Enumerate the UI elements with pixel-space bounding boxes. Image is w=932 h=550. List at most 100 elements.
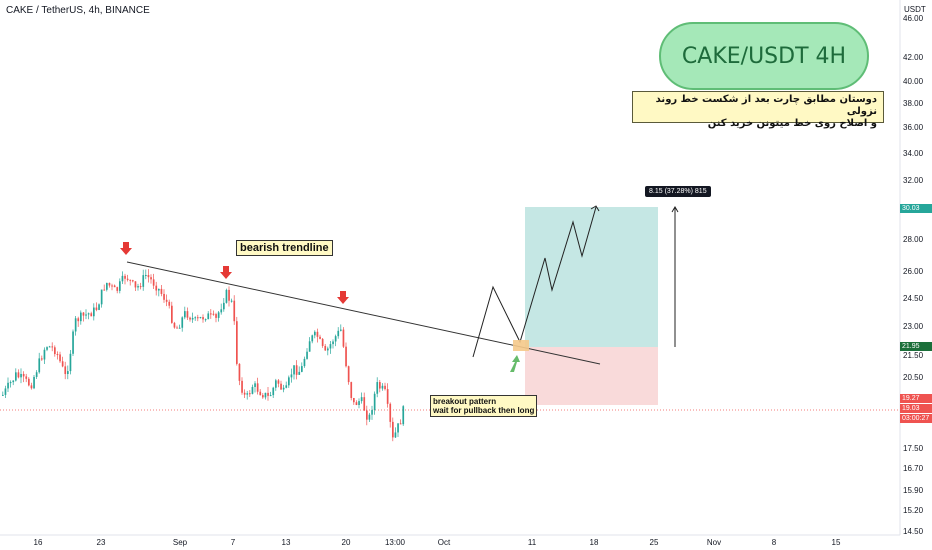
candle-body bbox=[342, 329, 345, 347]
candle-body bbox=[171, 305, 173, 323]
x-tick-label: 11 bbox=[528, 538, 537, 547]
candle-body bbox=[334, 336, 337, 342]
y-tick-label: 20.50 bbox=[903, 373, 924, 382]
red-down-arrow-icon bbox=[337, 291, 349, 304]
entry-box bbox=[513, 340, 529, 351]
candle-body bbox=[93, 307, 95, 317]
position-label: 8.15 (37.28%) 815 bbox=[645, 186, 711, 197]
candle-body bbox=[98, 304, 100, 310]
y-tick-label: 14.50 bbox=[903, 527, 924, 536]
y-tick-label: 38.00 bbox=[903, 99, 924, 108]
currency-label: USDT bbox=[904, 5, 926, 14]
candle-body bbox=[176, 327, 178, 329]
candle-body bbox=[163, 293, 165, 300]
candle-body bbox=[293, 365, 295, 375]
chart-title-bubble: CAKE/USDT 4H bbox=[659, 22, 869, 90]
candle-body bbox=[145, 274, 147, 276]
candle-body bbox=[212, 313, 215, 315]
x-tick-label: 25 bbox=[650, 538, 659, 547]
candle-body bbox=[272, 387, 275, 396]
price-label: 19.03 bbox=[900, 404, 932, 413]
candle-body bbox=[306, 351, 308, 359]
candle-body bbox=[152, 279, 155, 286]
candle-body bbox=[2, 394, 4, 396]
candle-body bbox=[384, 385, 386, 390]
candle-body bbox=[394, 432, 397, 438]
candle-body bbox=[142, 275, 145, 287]
candle-body bbox=[254, 383, 256, 387]
candle-body bbox=[20, 373, 22, 378]
candle-body bbox=[7, 382, 9, 389]
candle-body bbox=[15, 372, 17, 381]
candle-body bbox=[220, 309, 223, 313]
projection-arrowhead bbox=[590, 205, 600, 212]
x-tick-label: 7 bbox=[231, 538, 236, 547]
candle-body bbox=[80, 312, 82, 322]
candle-body bbox=[74, 318, 77, 332]
candle-body bbox=[82, 312, 85, 316]
candle-body bbox=[72, 331, 74, 354]
price-label: 30.03 bbox=[900, 204, 932, 213]
candle-body bbox=[139, 286, 142, 288]
candle-body bbox=[337, 330, 340, 337]
red-down-arrow-icon bbox=[120, 242, 132, 255]
candle-body bbox=[259, 391, 262, 396]
candle-body bbox=[269, 395, 272, 397]
y-tick-label: 36.00 bbox=[903, 123, 924, 132]
candle-body bbox=[54, 347, 56, 355]
y-tick-label: 15.90 bbox=[903, 486, 924, 495]
candle-body bbox=[165, 299, 168, 302]
candle-body bbox=[158, 288, 160, 291]
candle-body bbox=[132, 280, 134, 282]
candle-body bbox=[9, 382, 12, 384]
candle-body bbox=[280, 383, 282, 390]
y-tick-label: 28.00 bbox=[903, 235, 924, 244]
y-tick-label: 21.50 bbox=[903, 351, 924, 360]
candle-body bbox=[316, 331, 319, 337]
risk-reward-zone bbox=[525, 207, 658, 405]
candle-body bbox=[35, 372, 38, 377]
candle-body bbox=[373, 393, 376, 411]
candle-body bbox=[241, 380, 243, 393]
candle-body bbox=[371, 410, 373, 415]
candle-body bbox=[113, 285, 116, 288]
candle-body bbox=[389, 403, 392, 422]
candle-body bbox=[267, 392, 269, 396]
candle-body bbox=[59, 354, 61, 362]
candle-body bbox=[134, 281, 137, 288]
candle-body bbox=[121, 275, 124, 282]
candle-body bbox=[264, 392, 267, 398]
candle-body bbox=[381, 385, 384, 389]
candle-body bbox=[324, 345, 327, 351]
candle-body bbox=[275, 380, 277, 388]
candle-body bbox=[379, 382, 381, 389]
candle-body bbox=[332, 341, 334, 345]
x-tick-label: Sep bbox=[173, 538, 188, 547]
candle-body bbox=[12, 380, 15, 383]
candle-body bbox=[243, 392, 246, 395]
symbol-title: CAKE / TetherUS, 4h, BINANCE bbox=[6, 5, 150, 16]
y-tick-label: 32.00 bbox=[903, 176, 924, 185]
price-label: 21.95 bbox=[900, 342, 932, 351]
candle-body bbox=[353, 397, 355, 403]
candle-body bbox=[246, 393, 249, 395]
candle-body bbox=[225, 289, 228, 303]
candle-body bbox=[321, 338, 324, 346]
candle-body bbox=[314, 331, 316, 336]
candle-body bbox=[77, 318, 80, 322]
x-tick-label: 13:00 bbox=[385, 538, 406, 547]
candle-body bbox=[41, 358, 43, 360]
x-tick-label: 13 bbox=[282, 538, 291, 547]
y-axis: 46.0042.0040.0038.0036.0034.0032.0030.00… bbox=[903, 14, 924, 536]
candle-body bbox=[186, 311, 189, 318]
candle-body bbox=[249, 393, 251, 395]
candle-body bbox=[108, 282, 111, 286]
candle-body bbox=[48, 346, 51, 348]
candle-body bbox=[238, 363, 241, 381]
candle-body bbox=[61, 361, 64, 367]
candle-body bbox=[399, 423, 402, 425]
candle-body bbox=[155, 285, 158, 291]
candle-body bbox=[202, 317, 204, 320]
candle-body bbox=[191, 317, 194, 320]
